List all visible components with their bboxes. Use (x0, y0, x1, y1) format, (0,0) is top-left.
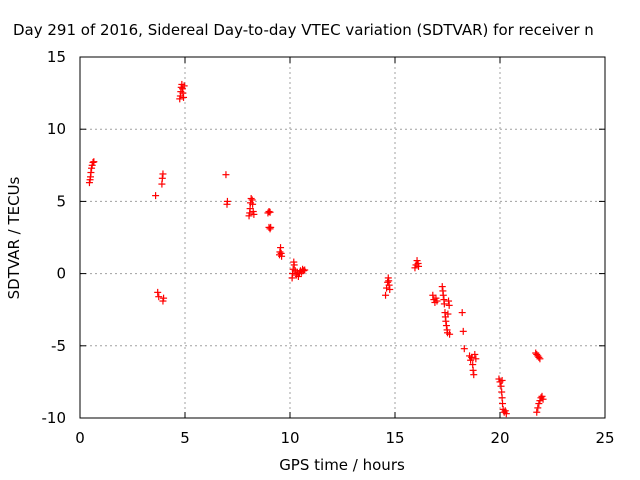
axis-ticks (79, 56, 606, 419)
data-point (277, 244, 285, 252)
grid-lines (80, 57, 605, 418)
data-point (276, 248, 284, 256)
data-point (247, 195, 255, 203)
data-point (250, 210, 258, 218)
y-tick-labels: -10 -5 0 5 10 15 (42, 48, 67, 427)
data-point (440, 300, 448, 308)
data-points (85, 80, 547, 418)
x-tick-labels: 0 5 10 15 20 25 (75, 429, 614, 447)
data-point (439, 291, 447, 299)
data-point (533, 408, 541, 416)
x-axis-title: GPS time / hours (279, 456, 405, 474)
data-point (267, 223, 275, 231)
data-point (265, 208, 273, 216)
data-point (249, 200, 257, 208)
data-point (154, 288, 162, 296)
data-point (460, 345, 468, 353)
data-point (278, 252, 286, 260)
data-point (180, 82, 188, 90)
y-axis-title: SDTVAR / TECUs (5, 176, 23, 299)
data-point (534, 404, 542, 412)
data-point (459, 327, 467, 335)
chart-title: Day 291 of 2016, Sidereal Day-to-day VTE… (13, 21, 594, 39)
data-point (266, 225, 274, 233)
data-point (446, 330, 454, 338)
data-point (415, 262, 423, 270)
data-point (180, 93, 188, 101)
y-tick-label: 10 (47, 120, 66, 138)
data-point (499, 400, 507, 408)
y-tick-label: -5 (51, 337, 66, 355)
y-tick-label: 15 (47, 48, 66, 66)
data-point (160, 294, 168, 302)
data-point (470, 371, 478, 379)
data-point (539, 395, 547, 403)
data-point (498, 376, 506, 384)
x-tick-label: 5 (180, 429, 190, 447)
data-point (445, 301, 453, 309)
x-tick-label: 20 (490, 429, 509, 447)
data-point (386, 285, 394, 293)
data-point (536, 355, 544, 363)
data-point (442, 322, 450, 330)
x-tick-label: 10 (280, 429, 299, 447)
data-point (535, 353, 543, 361)
data-point (179, 89, 187, 97)
plot-frame (79, 56, 606, 419)
data-point (90, 158, 98, 166)
x-tick-label: 15 (385, 429, 404, 447)
data-point (502, 410, 510, 418)
data-point (155, 293, 163, 301)
data-point (266, 208, 274, 216)
data-point (301, 266, 309, 274)
data-point (290, 261, 298, 269)
data-point (87, 169, 95, 177)
data-point (222, 171, 230, 179)
y-tick-label: 0 (56, 265, 66, 283)
data-point (472, 355, 480, 363)
data-point (159, 170, 167, 178)
data-point (438, 283, 446, 291)
data-point (223, 197, 231, 205)
y-tick-label: -10 (42, 409, 67, 427)
data-point (382, 291, 390, 299)
data-point (497, 382, 505, 390)
data-point (444, 310, 452, 318)
data-point (445, 297, 453, 305)
data-point (300, 267, 308, 275)
data-point (433, 297, 441, 305)
data-point (471, 350, 479, 358)
data-point (385, 281, 393, 289)
data-point (89, 158, 97, 166)
x-tick-label: 0 (75, 429, 85, 447)
data-point (442, 317, 450, 325)
data-point (469, 366, 477, 374)
x-tick-label: 25 (595, 429, 614, 447)
data-point (158, 174, 166, 182)
data-point (458, 309, 466, 317)
y-tick-label: 5 (56, 192, 66, 210)
data-point (152, 192, 160, 200)
